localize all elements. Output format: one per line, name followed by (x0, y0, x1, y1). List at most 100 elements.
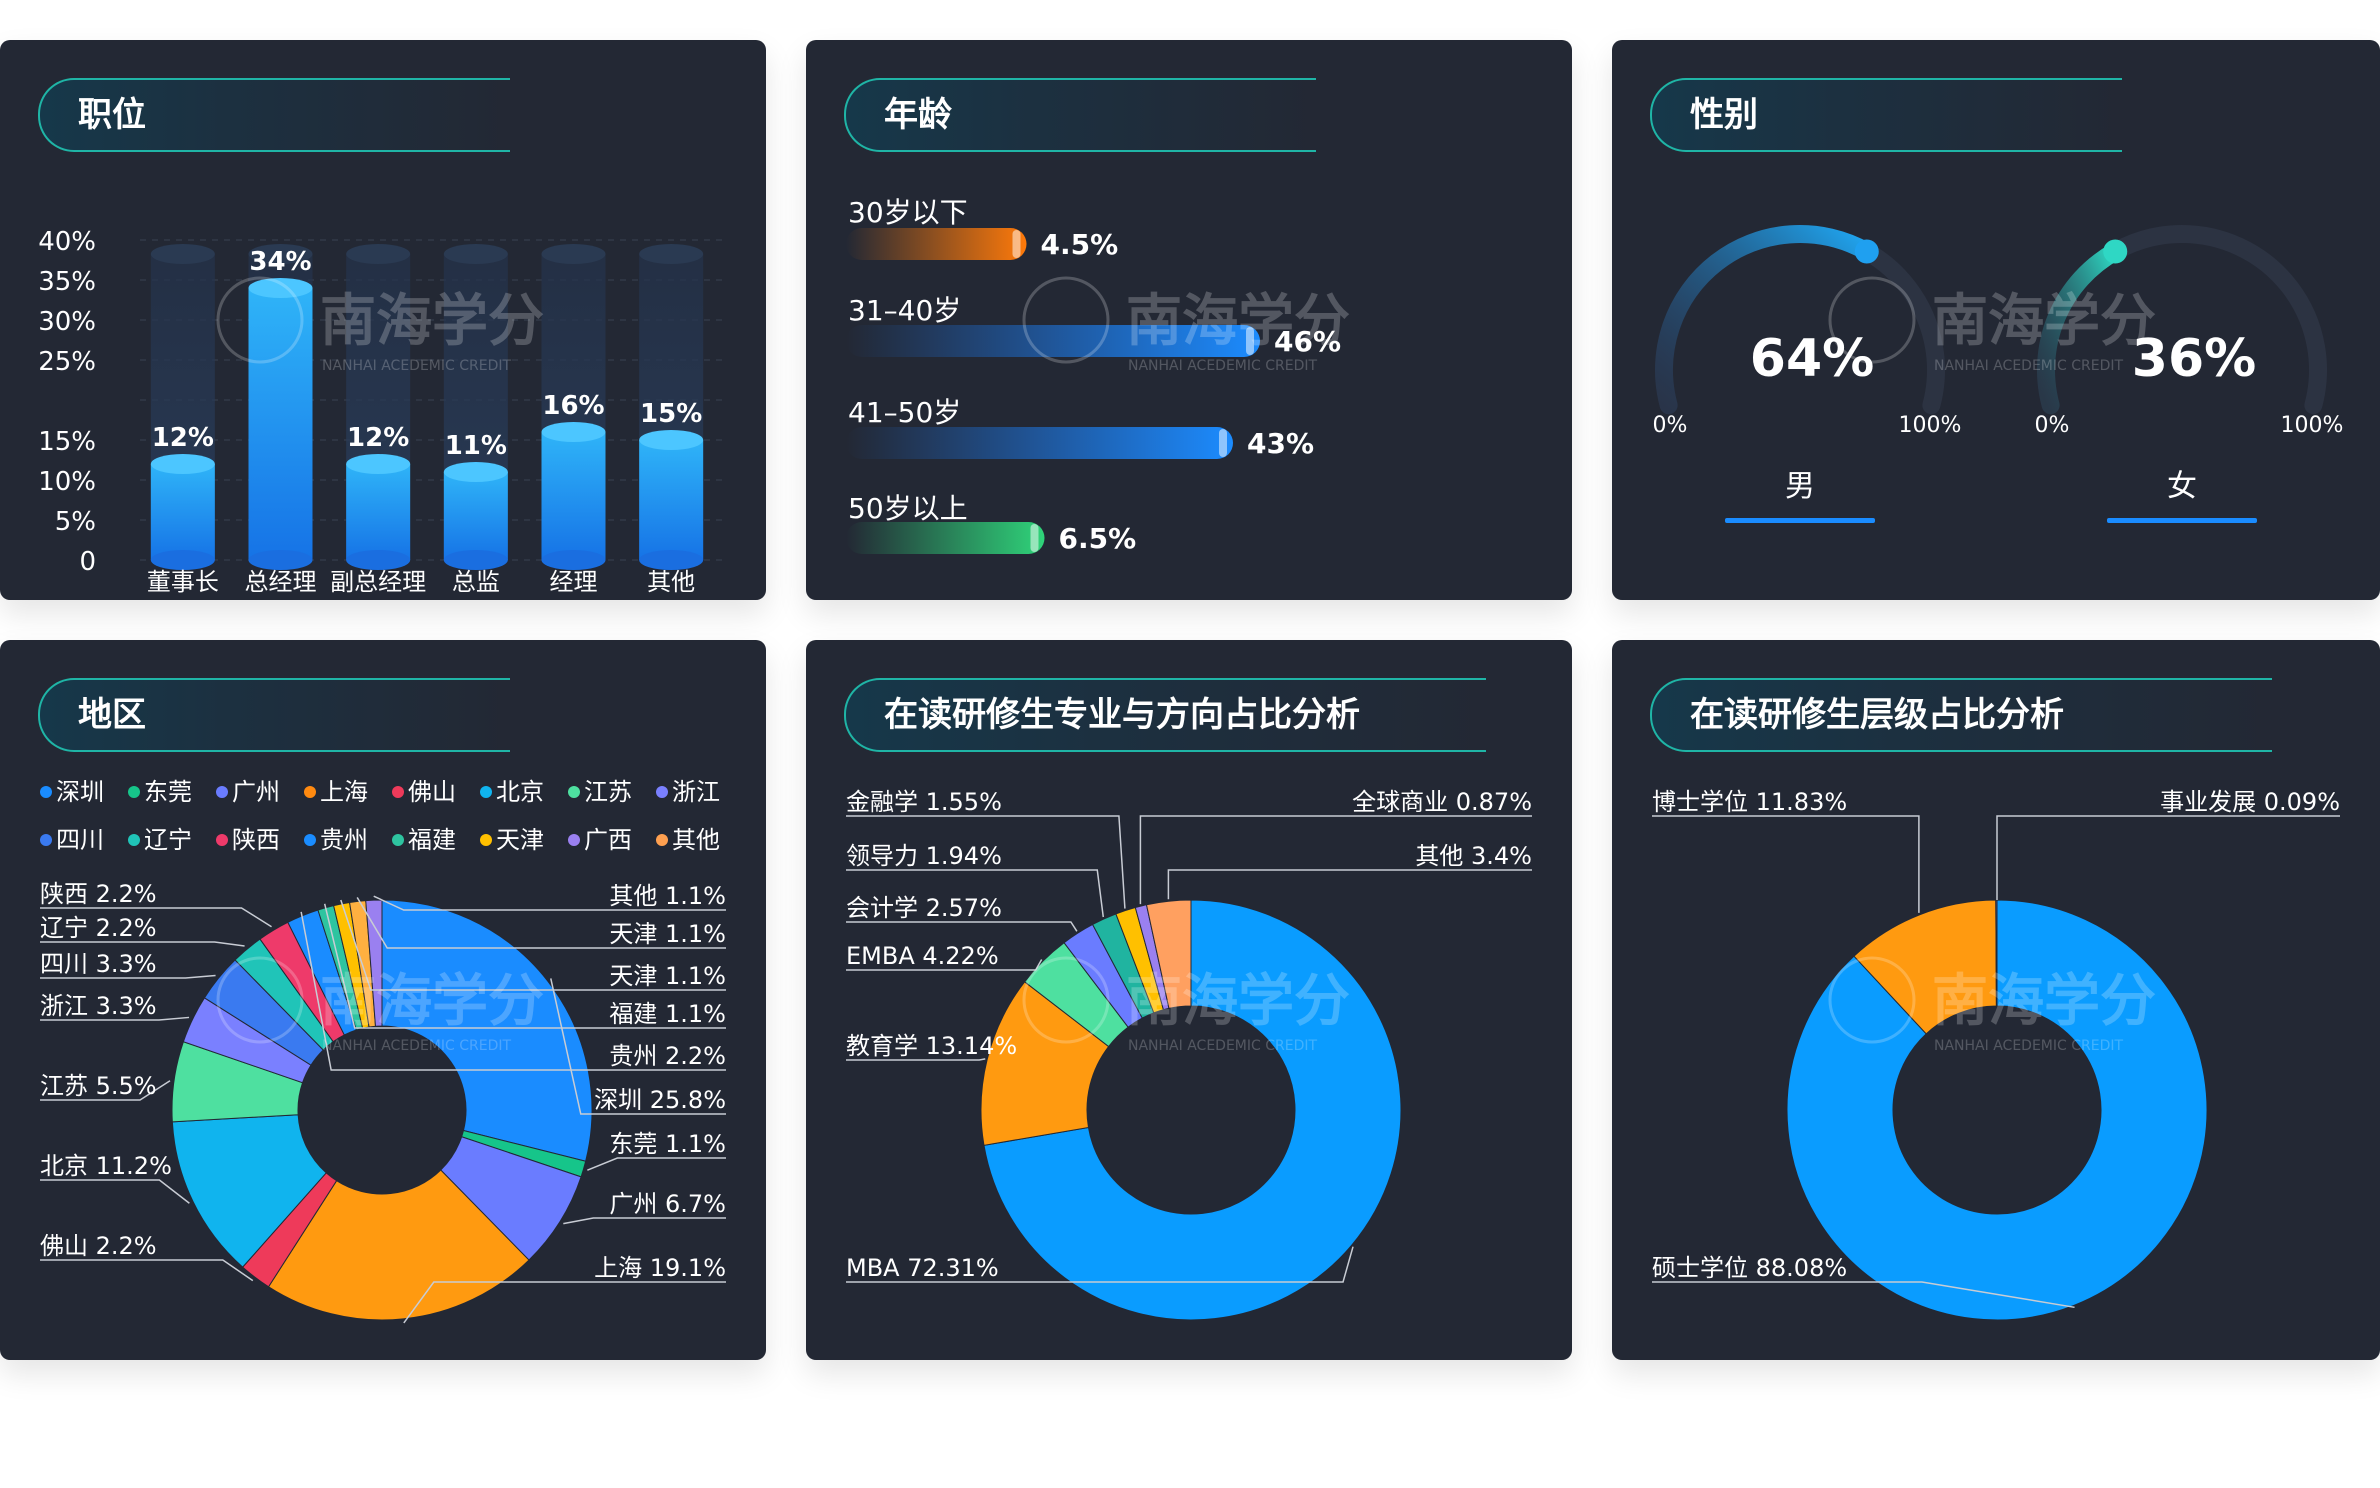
bar-value-label: 12% (152, 423, 214, 453)
leader-line (587, 1157, 726, 1171)
watermark-seal-icon (1022, 276, 1110, 364)
gender-category-label: 女 (2167, 469, 2197, 504)
watermark-subtext: NANHAI ACEDEMIC CREDIT (1128, 358, 1317, 374)
age-value-label: 46% (1274, 325, 1341, 358)
legend-label: 深圳 (56, 778, 104, 806)
age-value-label: 6.5% (1059, 522, 1137, 555)
bar-bottom-cap (541, 550, 606, 570)
slice-label: 天津 1.1% (609, 920, 726, 948)
legend-label: 广西 (584, 826, 632, 854)
bar-top-cap (150, 454, 215, 474)
watermark: 南海学分 NANHAI ACEDEMIC CREDIT (1828, 276, 2156, 374)
slice-label: 福建 1.1% (609, 1000, 726, 1028)
slice-label: 广州 6.7% (609, 1190, 726, 1218)
y-tick-label: 5% (55, 507, 96, 537)
donut-slice (1145, 899, 1192, 1009)
gauge-value-arc (2037, 242, 2125, 415)
bar-top-cap (248, 278, 313, 298)
donut-slice (1786, 899, 2208, 1321)
legend-swatch (40, 834, 52, 846)
legend-label: 陕西 (232, 826, 280, 854)
age-bar-chart: 30岁以下 4.5% 31–40岁 46% 41–50岁 43% 50岁以上 6.5% 南海学分… (846, 196, 1350, 555)
leader-line (1652, 1281, 2075, 1309)
leader-line (40, 941, 245, 947)
panel-level: 在读研修生层级占比分析 硕士学位 88.08% 博士学位 11.83% 事业发展 0… (1612, 640, 2380, 1360)
legend-swatch (304, 786, 316, 798)
slice-label: 佛山 2.2% (40, 1232, 157, 1260)
position-bar-chart: 0 5% 10% 15% 25% 30% 35% 40% 12% 董事长 34% 总经理 12% 副总经理… (38, 227, 726, 596)
watermark-text: 南海学分 (320, 969, 544, 1034)
x-tick-label: 副总经理 (330, 568, 426, 596)
slice-label: 其他 1.1% (609, 882, 726, 910)
legend-swatch (480, 786, 492, 798)
leader-line (356, 897, 726, 949)
legend-label: 佛山 (408, 778, 456, 806)
slice-label: MBA 72.31% (846, 1254, 999, 1282)
leader-line (373, 895, 726, 911)
gender-gauge-chart: 64% 0% 100% 男 36% 0% 100% 女 南海学分 NANHAI ACEDEMIC … (1653, 225, 2344, 523)
slice-label: 会计学 2.57% (846, 894, 1002, 922)
slice-label: 浙江 3.3% (40, 992, 157, 1020)
watermark-text: 南海学分 (1126, 289, 1350, 354)
gauge-max-label: 100% (1899, 413, 1962, 438)
watermark-seal-icon (216, 276, 304, 364)
bar (248, 288, 313, 560)
bar (346, 464, 411, 560)
gauge-min-label: 0% (2035, 413, 2070, 438)
leader-line (563, 1217, 726, 1225)
age-bar-highlight (1030, 524, 1039, 552)
leader-line (1652, 815, 1920, 913)
y-tick-label: 40% (38, 227, 96, 257)
watermark-subtext: NANHAI ACEDEMIC CREDIT (1934, 358, 2123, 374)
bar-value-label: 34% (249, 247, 311, 277)
watermark-seal-icon (1828, 956, 1916, 1044)
legend-swatch (656, 786, 668, 798)
legend-swatch (40, 786, 52, 798)
bar-bottom-cap (346, 550, 411, 570)
y-tick-label: 15% (38, 427, 96, 457)
slice-label: 东莞 1.1% (609, 1130, 726, 1158)
legend-label: 广州 (232, 778, 280, 806)
leader-line (1996, 815, 2340, 900)
leader-line (40, 1080, 171, 1101)
slice-label: 陕西 2.2% (40, 880, 157, 908)
leader-line (323, 903, 726, 1029)
age-category-label: 41–50岁 (848, 396, 961, 429)
bar-track-cap (346, 244, 411, 264)
bar-value-label: 12% (347, 423, 409, 453)
watermark-text: 南海学分 (320, 289, 544, 354)
legend-swatch (216, 834, 228, 846)
legend-swatch (568, 834, 580, 846)
gauge-max-label: 100% (2281, 413, 2344, 438)
legend-label: 其他 (672, 826, 720, 854)
bar-value-label: 15% (640, 399, 702, 429)
y-tick-label: 30% (38, 307, 96, 337)
watermark-subtext: NANHAI ACEDEMIC CREDIT (1934, 1038, 2123, 1054)
watermark-seal-icon (216, 956, 304, 1044)
panel-age: 年龄 30岁以下 4.5% 31–40岁 46% 41–50岁 43% 50岁以上 6.5% 南… (806, 40, 1572, 600)
y-tick-label: 25% (38, 347, 96, 377)
x-tick-label: 经理 (550, 568, 598, 596)
panel-title-gender: 性别 (1650, 78, 2122, 152)
slice-label: 深圳 25.8% (594, 1086, 726, 1114)
watermark-subtext: NANHAI ACEDEMIC CREDIT (1128, 1038, 1317, 1054)
gauge-value-arc (1655, 225, 1876, 415)
slice-label: 四川 3.3% (40, 950, 157, 978)
legend-label: 辽宁 (144, 826, 192, 854)
age-bar-highlight (1246, 327, 1254, 355)
age-category-label: 30岁以下 (848, 196, 968, 229)
slice-label: 教育学 13.14% (846, 1032, 1017, 1060)
watermark: 南海学分 NANHAI ACEDEMIC CREDIT (216, 276, 544, 374)
age-category-label: 50岁以上 (848, 492, 968, 525)
slice-label: 上海 19.1% (594, 1254, 726, 1282)
bar-track-cap (248, 244, 313, 264)
slice-label: 金融学 1.55% (846, 788, 1002, 816)
watermark-subtext: NANHAI ACEDEMIC CREDIT (322, 358, 511, 374)
gender-underline (2107, 518, 2257, 523)
legend-swatch (568, 786, 580, 798)
gender-category-label: 男 (1785, 469, 1815, 504)
leader-line (40, 1179, 190, 1204)
legend-label: 贵州 (320, 826, 368, 854)
donut-slice (171, 1114, 327, 1268)
panel-title-text: 地区 (78, 695, 146, 735)
